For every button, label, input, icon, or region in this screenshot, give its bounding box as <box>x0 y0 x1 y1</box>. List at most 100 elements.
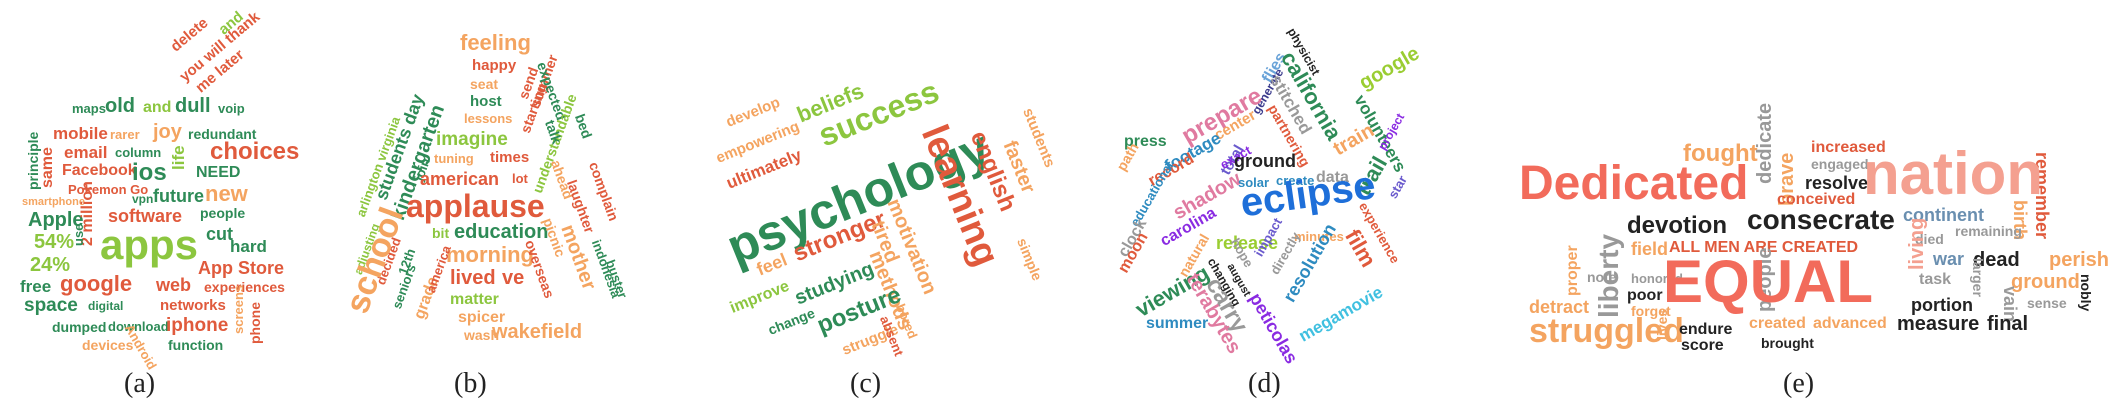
cloud-word: engaged <box>1811 156 1869 172</box>
cloud-word: mother <box>556 221 601 293</box>
cloud-word: portion <box>1911 295 1973 315</box>
cloud-word: free <box>20 277 52 296</box>
cloud-word: america <box>423 243 454 295</box>
cloud-word: iphone <box>166 315 229 336</box>
cloud-word: struggled <box>1529 312 1684 350</box>
word-cloud-e: fought dedicate increased engaged brave … <box>1515 0 2115 354</box>
cloud-word: dumped <box>52 319 107 335</box>
cloud-word: column <box>115 145 162 160</box>
cloud-word: host <box>470 93 502 110</box>
cloud-word: 24% <box>30 254 71 276</box>
cloud-word: space <box>24 295 78 316</box>
cloud-word: larger <box>1970 258 1986 297</box>
cloud-word: applause <box>406 188 545 224</box>
cloud-word: redundant <box>188 126 257 142</box>
cloud-word: created <box>1749 315 1806 332</box>
cloud-word: dedicate <box>1754 102 1776 184</box>
cloud-word: solar <box>1238 175 1270 190</box>
cloud-word: happy <box>472 57 517 74</box>
cloud-word: digital <box>88 299 124 313</box>
cloud-word: and <box>143 99 172 116</box>
cloud-word: joy <box>153 121 182 143</box>
cloud-word: improve <box>727 277 792 317</box>
cloud-word: imagine <box>436 129 508 150</box>
cloud-word: mobile <box>53 124 108 143</box>
cloud-word: NEED <box>196 164 241 181</box>
cloud-word: future <box>153 186 204 206</box>
cloud-word: apps <box>100 221 199 268</box>
cloud-word: life <box>169 145 188 170</box>
cloud-word: honored <box>1631 271 1683 286</box>
cloud-word: lessons <box>464 111 513 126</box>
cloud-word: sense <box>2027 295 2067 311</box>
cloud-word: devices <box>82 337 134 353</box>
cloud-word: ground <box>2011 271 2080 293</box>
cloud-word: times <box>490 149 530 166</box>
panel-caption: (b) <box>454 368 487 399</box>
cloud-word: new <box>205 181 248 206</box>
cloud-word: ve <box>502 267 525 289</box>
cloud-word: conceived <box>1777 191 1856 208</box>
panel-caption: (c) <box>850 368 882 399</box>
cloud-word: american <box>420 169 500 189</box>
cloud-word: died <box>1915 231 1944 247</box>
cloud-word: data <box>1316 169 1349 186</box>
cloud-word: eclipse <box>1237 163 1379 226</box>
word-cloud-panel-b: feeling happy seat host lessons send sta… <box>338 0 670 411</box>
cloud-word: create <box>1276 173 1315 188</box>
cloud-word: nobly <box>2078 274 2094 312</box>
cloud-word: final <box>1987 313 2029 335</box>
cloud-word: EQUAL <box>1663 248 1873 315</box>
word-cloud-b: feeling happy seat host lessons send sta… <box>338 0 670 343</box>
word-cloud-panel-e: fought dedicate increased engaged brave … <box>1515 0 2115 411</box>
cloud-word: minutes <box>1294 229 1344 244</box>
cloud-word: seat <box>470 76 499 92</box>
cloud-word: web <box>156 275 192 295</box>
cloud-word: continent <box>1903 205 1984 225</box>
cloud-word: measure <box>1897 313 1980 335</box>
cloud-word: ios <box>132 159 167 186</box>
cloud-word: simple <box>1014 235 1046 283</box>
cloud-word: develop <box>723 93 783 131</box>
cloud-word: brought <box>1761 335 1814 351</box>
cloud-word: spicer <box>458 309 506 326</box>
cloud-word: seniors <box>389 262 419 311</box>
cloud-word: education <box>454 221 549 243</box>
cloud-word: download <box>108 319 169 334</box>
cloud-word: voip <box>218 101 245 116</box>
cloud-word: nation <box>1863 140 2043 207</box>
cloud-word: resolve <box>1805 173 1869 193</box>
cloud-word: dead <box>1973 249 2020 271</box>
cloud-word: use <box>71 223 86 246</box>
cloud-word: megamovie <box>1295 282 1387 346</box>
cloud-word: Dedicated <box>1519 157 1749 210</box>
cloud-word: rarer <box>110 127 140 142</box>
cloud-word: living <box>1906 217 1928 270</box>
word-cloud-c: develop empowering beliefs success ultim… <box>690 0 1070 359</box>
cloud-word: ALL MEN ARE CREATED <box>1669 239 1859 256</box>
cloud-word: 54% <box>34 231 75 253</box>
cloud-word: wakefield <box>492 321 583 343</box>
panel-caption: (d) <box>1248 368 1281 399</box>
cloud-word: people <box>200 205 246 221</box>
cloud-word: consecrate <box>1747 204 1895 235</box>
cloud-word: google <box>60 271 133 296</box>
cloud-word: Apple <box>28 209 84 231</box>
cloud-word: press <box>1124 133 1167 150</box>
cloud-word: release <box>1216 233 1279 253</box>
cloud-word: advanced <box>1813 315 1887 332</box>
cloud-word: remaining <box>1955 223 2022 239</box>
cloud-word: summer <box>1146 315 1209 332</box>
cloud-word: same <box>39 147 56 188</box>
panel-caption: (a) <box>124 368 156 399</box>
cloud-word: Facebook <box>62 162 137 179</box>
cloud-word: old <box>105 95 135 117</box>
word-cloud-panel-d: physicist flies generate california prep… <box>1110 0 1440 411</box>
cloud-word: matter <box>450 291 499 308</box>
cloud-word: wash <box>464 327 500 343</box>
cloud-word: poor <box>1627 287 1663 304</box>
cloud-word: bit <box>432 225 450 241</box>
cloud-word: detract <box>1529 297 1590 317</box>
cloud-word: networks <box>160 297 226 314</box>
cloud-word: tuning <box>434 151 474 166</box>
